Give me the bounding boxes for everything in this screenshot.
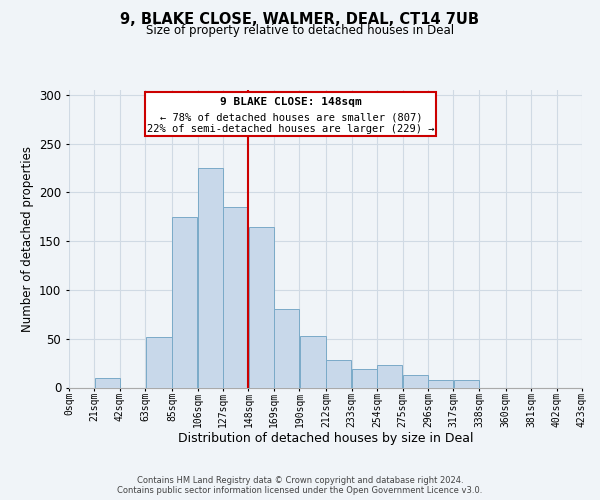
FancyBboxPatch shape bbox=[145, 92, 436, 136]
Bar bbox=[223, 207, 248, 388]
Bar bbox=[172, 217, 197, 388]
Bar bbox=[326, 360, 351, 388]
Bar bbox=[198, 168, 223, 388]
Bar bbox=[146, 337, 172, 388]
Text: Contains HM Land Registry data © Crown copyright and database right 2024.: Contains HM Land Registry data © Crown c… bbox=[137, 476, 463, 485]
Text: 9 BLAKE CLOSE: 148sqm: 9 BLAKE CLOSE: 148sqm bbox=[220, 96, 362, 106]
Bar bbox=[377, 365, 402, 388]
X-axis label: Distribution of detached houses by size in Deal: Distribution of detached houses by size … bbox=[178, 432, 473, 446]
Y-axis label: Number of detached properties: Number of detached properties bbox=[20, 146, 34, 332]
Bar bbox=[403, 375, 428, 388]
Text: ← 78% of detached houses are smaller (807): ← 78% of detached houses are smaller (80… bbox=[160, 112, 422, 122]
Bar bbox=[95, 378, 119, 388]
Bar bbox=[300, 336, 326, 388]
Text: 9, BLAKE CLOSE, WALMER, DEAL, CT14 7UB: 9, BLAKE CLOSE, WALMER, DEAL, CT14 7UB bbox=[121, 12, 479, 28]
Bar bbox=[454, 380, 479, 388]
Bar bbox=[274, 310, 299, 388]
Text: Contains public sector information licensed under the Open Government Licence v3: Contains public sector information licen… bbox=[118, 486, 482, 495]
Bar bbox=[352, 369, 377, 388]
Text: Size of property relative to detached houses in Deal: Size of property relative to detached ho… bbox=[146, 24, 454, 37]
Bar bbox=[249, 226, 274, 388]
Bar bbox=[428, 380, 453, 388]
Text: 22% of semi-detached houses are larger (229) →: 22% of semi-detached houses are larger (… bbox=[147, 124, 434, 134]
